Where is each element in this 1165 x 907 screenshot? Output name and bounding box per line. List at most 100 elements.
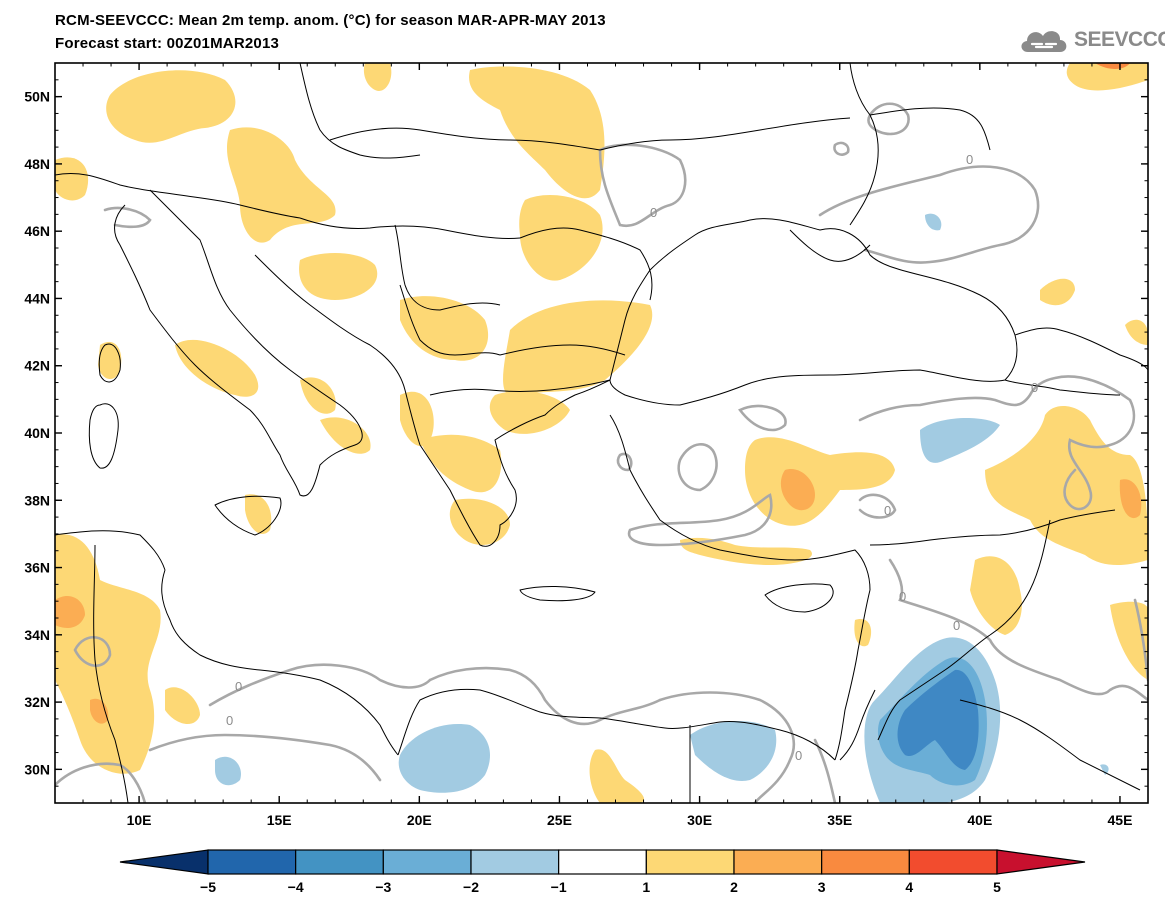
- forecast-start-label: Forecast start: 00Z01MAR2013: [55, 35, 280, 52]
- border-bulgaria: [499, 344, 626, 356]
- lat-tick-label: 48N: [24, 156, 50, 172]
- coastline-levant: [834, 589, 871, 761]
- contour-label: 0: [953, 618, 960, 633]
- border-russia-east: [869, 107, 991, 151]
- contour-label: 0: [899, 589, 906, 604]
- colorbar-segment: [645, 849, 735, 875]
- coastline-crimea: [789, 229, 871, 262]
- contour-label: 0: [1031, 380, 1038, 395]
- zero-contour-libya-south: [148, 733, 382, 782]
- lat-tick-label: 30N: [24, 761, 50, 777]
- border-hungary-romania: [394, 224, 501, 311]
- lon-tick-label: 45E: [1108, 812, 1133, 828]
- anomaly-peak-jordan: [897, 669, 979, 770]
- border-sinai: [839, 689, 876, 761]
- coastline-libya-west: [161, 569, 399, 756]
- zero-contour-sinai: [813, 738, 837, 803]
- contour-label: 0: [966, 152, 973, 167]
- coastline-sardinia: [88, 403, 119, 469]
- anomaly-patch-caucasus: [1125, 319, 1148, 345]
- anomaly-patch-algeria: [55, 534, 161, 774]
- contour-label: 0: [226, 713, 233, 728]
- zero-contour-ukraine: [598, 143, 687, 228]
- coastline-crete: [519, 585, 596, 602]
- coastline-greece: [419, 379, 611, 547]
- zero-contour-libya-central: [428, 666, 662, 726]
- border-greece-north: [429, 379, 611, 396]
- anomaly-patch-turkey-south: [680, 537, 812, 565]
- zero-contour-libya-north: [208, 663, 432, 707]
- anomaly-patch-anatolia: [745, 437, 895, 526]
- lat-tick-label: 34N: [24, 627, 50, 643]
- zero-contour-russia: [867, 102, 910, 136]
- border-germany-poland: [299, 63, 421, 159]
- anomaly-patch-alps-north: [106, 70, 236, 143]
- anomaly-patch-libya: [589, 749, 645, 803]
- map-title: RCM-SEEVCCC: Mean 2m temp. anom. (°C) fo…: [55, 12, 606, 29]
- anomaly-patch-azov: [925, 213, 942, 231]
- coastline-tunisia-algeria: [55, 530, 166, 571]
- zero-contour-anatolia-central: [738, 404, 787, 432]
- zero-contour-anatolia-north: [677, 443, 718, 492]
- contour-label: 0: [650, 205, 657, 220]
- logo-text: SEEVCCC: [1074, 28, 1165, 51]
- colorbar-segment: [908, 849, 998, 875]
- colorbar-label: 3: [818, 879, 826, 895]
- border-serbia: [399, 284, 501, 356]
- latitude-axis: 30N 32N 34N 36N 38N 40N 42N 44N 46N 48N 50N: [24, 79, 1148, 787]
- coastline-cyprus: [764, 583, 834, 613]
- longitude-axis: 10E 15E 20E 25E 30E 35E 40E 45E: [82, 63, 1133, 828]
- anomaly-core-algeria: [55, 595, 85, 628]
- colorbar-segment: [733, 849, 823, 875]
- colorbar-label: −5: [200, 879, 216, 895]
- zero-contour-russia-small: [833, 141, 850, 156]
- seevccc-logo: SEEVCCC: [1018, 24, 1165, 56]
- border-ukraine-russia: [849, 63, 879, 226]
- zero-contour-algeria: [73, 635, 112, 667]
- lon-tick-label: 15E: [267, 812, 292, 828]
- borders-coastlines: [55, 63, 1148, 803]
- zero-contour-egypt: [658, 691, 795, 803]
- border-romania-ukraine: [519, 227, 653, 301]
- zero-contour-black-sea-north: [818, 165, 1040, 264]
- colorbar-segment: [295, 849, 384, 875]
- anomaly-patch-slovenia: [226, 127, 336, 243]
- border-austria-hungary: [299, 217, 521, 239]
- contour-label: 0: [884, 503, 891, 518]
- anomaly-patch-italy-central: [175, 339, 259, 397]
- border-caucasus: [1014, 327, 1148, 371]
- anomaly-patch-black-sea-east: [1040, 278, 1075, 306]
- anomaly-patch-greece-north: [489, 390, 570, 434]
- anomaly-patch-syria: [970, 556, 1022, 635]
- zero-contour-anatolia-west: [616, 452, 633, 472]
- lon-tick-label: 40E: [967, 812, 992, 828]
- colorbar-label: 1: [642, 879, 650, 895]
- colorbar-segment: [558, 849, 647, 875]
- colorbar-low-triangle: [119, 849, 209, 875]
- lat-tick-label: 38N: [24, 492, 50, 508]
- anomaly-patch-egypt-west: [690, 720, 777, 781]
- anomaly-patch-serbia: [400, 296, 489, 361]
- lon-tick-label: 30E: [687, 812, 712, 828]
- anomaly-patch-greece: [420, 434, 502, 493]
- anomaly-patch-bulgaria: [503, 300, 653, 396]
- border-syria-iraq: [989, 519, 1051, 636]
- zero-contour-iraq: [888, 558, 1148, 702]
- contour-labels: 0 0 0 0 0 0 0 0 0: [226, 152, 1038, 763]
- colorbar-label: 4: [905, 879, 913, 895]
- anomaly-core-anatolia: [780, 469, 815, 511]
- lat-tick-label: 36N: [24, 560, 50, 576]
- colorbar-label: 2: [730, 879, 738, 895]
- border-czech-slovakia: [329, 127, 601, 151]
- zero-contour-turkey-east: [858, 375, 1136, 511]
- anomaly-patch-poland: [469, 66, 605, 199]
- coastline-adriatic-east: [254, 254, 421, 446]
- anomaly-patch-slovakia: [363, 63, 392, 91]
- lat-tick-label: 46N: [24, 223, 50, 239]
- lon-tick-label: 10E: [127, 812, 152, 828]
- cloud-icon: [1021, 31, 1067, 52]
- lat-tick-label: 50N: [24, 89, 50, 105]
- border-iraq-saudi: [959, 699, 1141, 791]
- colorbar-label: 5: [993, 879, 1001, 895]
